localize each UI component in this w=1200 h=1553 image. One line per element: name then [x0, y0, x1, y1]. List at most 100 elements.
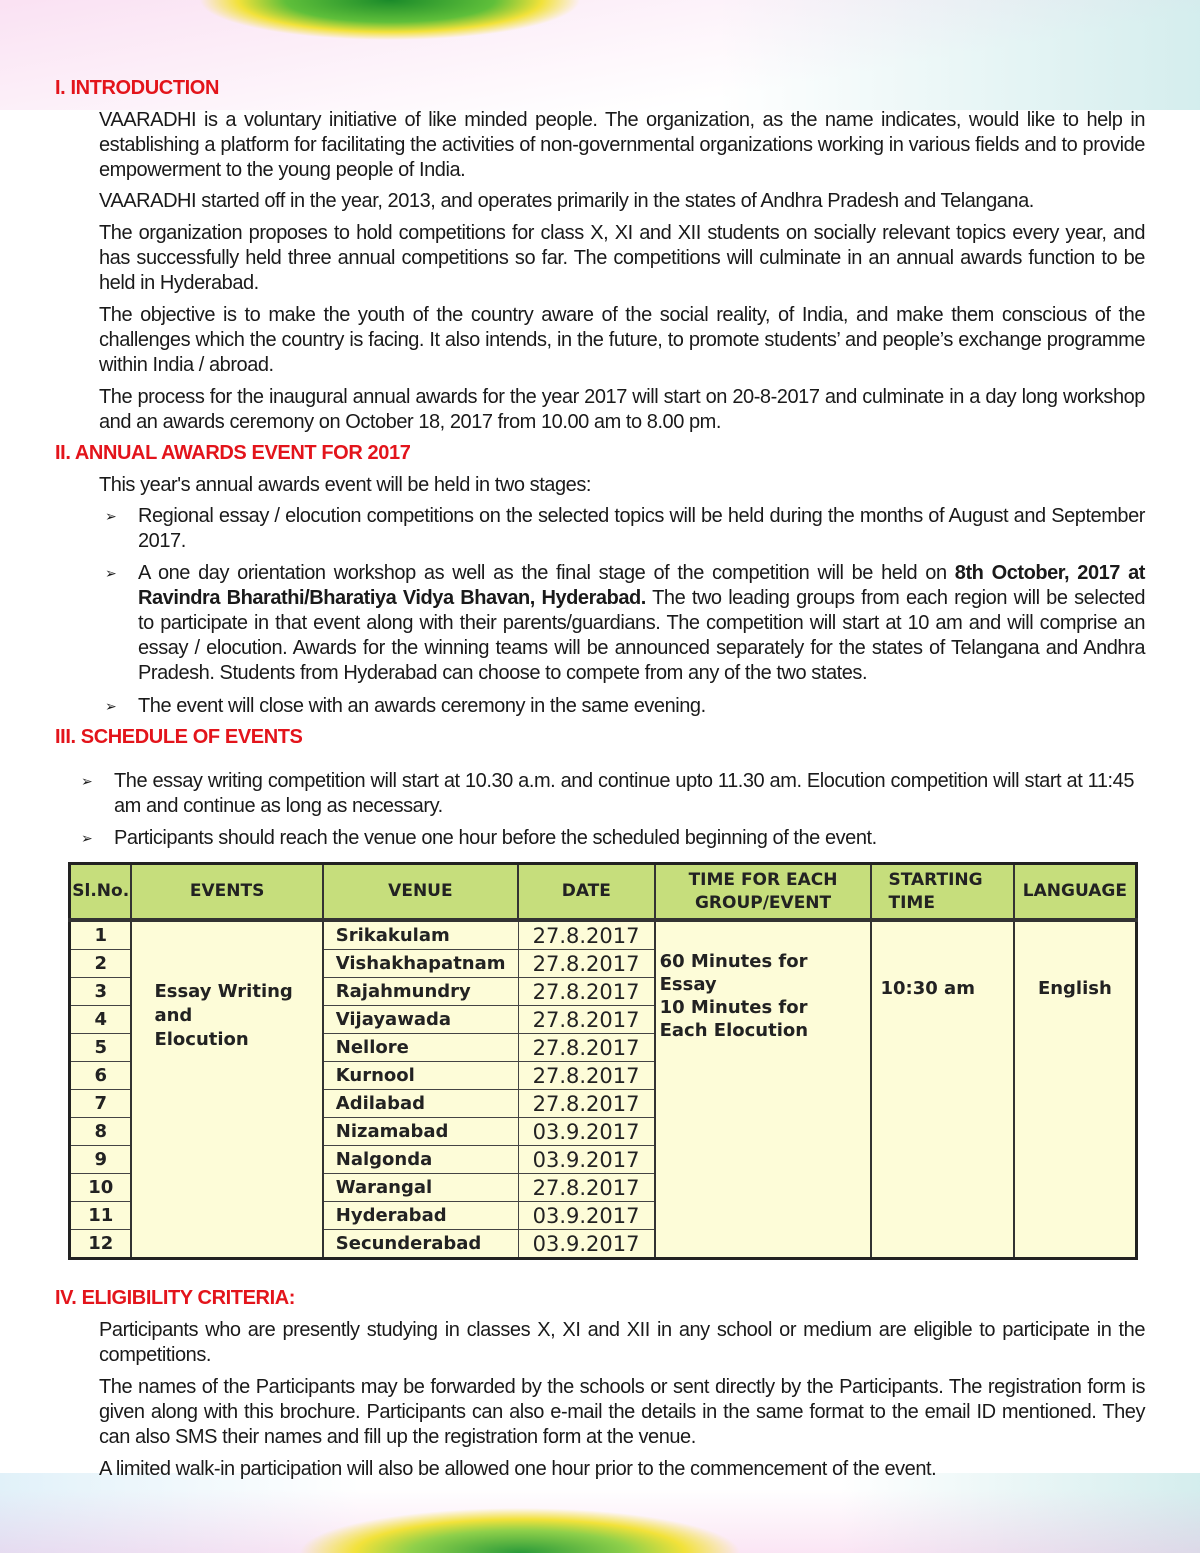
header-text: STARTING: [888, 869, 983, 890]
cell-date: 27.8.2017: [517, 949, 656, 978]
cell-venue: Secunderabad: [322, 1229, 519, 1259]
cell-slno: 4: [69, 1005, 132, 1034]
bullet-text: Participants should reach the venue one …: [114, 827, 877, 849]
cell-text: Essay Writing: [154, 981, 293, 1002]
bullet-item: ➢ Participants should reach the venue one…: [81, 826, 1134, 851]
intro-paragraph: VAARADHI started off in the year, 2013, …: [99, 190, 1034, 212]
cell-date: 27.8.2017: [517, 1173, 656, 1202]
header-venue: VENUE: [321, 862, 520, 922]
bullet-item: ➢ The event will close with an awards cer…: [105, 694, 1145, 719]
table-row: 4 Vijayawada 27.8.2017: [69, 1005, 1137, 1034]
header-starting-time: STARTING TIME: [870, 862, 1015, 922]
cell-slno: 1: [69, 919, 132, 950]
cell-events: Essay Writing and Elocution: [130, 919, 324, 1259]
bullet-item: ➢ A one day orientation workshop as well …: [105, 561, 1145, 686]
header-date: DATE: [517, 862, 656, 922]
table-row: 1 Essay Writing and Elocution Srikakulam 27.8…: [69, 919, 1138, 1259]
table-header-row: Sl.No. EVENTS VENUE DATE TIME FOR EACH GR…: [68, 862, 1138, 922]
cell-slno: 6: [69, 1061, 132, 1090]
cell-slno: 10: [69, 1173, 132, 1202]
bullet-text: The event will close with an awards cere…: [138, 695, 706, 717]
intro-paragraph: The objective is to make the youth of th…: [99, 304, 1145, 376]
bullet-text: A one day orientation workshop as well a…: [138, 562, 955, 584]
cell-slno: 7: [69, 1089, 132, 1118]
cell-text: and: [154, 1005, 193, 1026]
cell-venue: Nizamabad: [322, 1117, 519, 1146]
cell-venue: Hyderabad: [322, 1201, 519, 1230]
cell-date: 03.9.2017: [517, 1145, 656, 1174]
bullet-text: Regional essay / elocution competitions …: [138, 505, 1145, 552]
cell-slno: 9: [69, 1145, 132, 1174]
cell-slno: 3: [69, 977, 132, 1006]
section-heading-eligibility: IV. ELIGIBILITY CRITERIA:: [55, 1287, 296, 1309]
table-row: 2 Vishakhapatnam 27.8.2017: [69, 949, 1137, 978]
decorative-banner-bottom: [0, 1473, 1200, 1553]
cell-text: Each Elocution: [659, 1020, 809, 1041]
cell-starting-time: 10:30 am: [870, 919, 1015, 1259]
cell-slno: 12: [69, 1229, 132, 1259]
cell-venue: Nalgonda: [322, 1145, 519, 1174]
cell-slno: 2: [69, 949, 132, 978]
table-row: 3 Rajahmundry 27.8.2017: [69, 977, 1137, 1006]
bullet-text: The two leading groups from each region …: [138, 587, 1145, 684]
header-time: TIME FOR EACH GROUP/EVENT: [653, 862, 873, 922]
header-text: TIME: [888, 892, 935, 913]
cell-date: 03.9.2017: [517, 1117, 656, 1146]
header-text: TIME FOR EACH: [688, 869, 838, 890]
cell-text: 60 Minutes for Essay: [659, 951, 808, 995]
cell-slno: 11: [69, 1201, 132, 1230]
decorative-banner-top: [0, 0, 1200, 110]
cell-text: Elocution: [154, 1029, 249, 1050]
header-events: EVENTS: [130, 862, 324, 922]
header-text: GROUP/EVENT: [694, 892, 832, 913]
cell-date: 27.8.2017: [517, 1061, 656, 1090]
cell-venue: Kurnool: [322, 1061, 519, 1090]
cell-venue: Adilabad: [322, 1089, 519, 1118]
cell-date: 27.8.2017: [517, 1033, 656, 1062]
bullet-item: ➢ The essay writing competition will star…: [81, 769, 1134, 819]
eligibility-paragraph: The names of the Participants may be for…: [99, 1376, 1145, 1448]
section-heading-introduction: I. INTRODUCTION: [55, 77, 219, 99]
cell-date: 27.8.2017: [517, 1005, 656, 1034]
cell-venue: Nellore: [322, 1033, 519, 1062]
schedule-table: Sl.No. EVENTS VENUE DATE TIME FOR EACH GR…: [68, 862, 1138, 1260]
bullet-bold-text: 8th October, 2017 at Ravindra Bharathi/B…: [138, 562, 1145, 609]
arrow-bullet-icon: ➢: [81, 830, 93, 846]
eligibility-paragraph: A limited walk-in participation will als…: [99, 1458, 937, 1480]
cell-date: 03.9.2017: [517, 1229, 656, 1259]
cell-venue: Warangal: [322, 1173, 519, 1202]
table-row: 9 Nalgonda 03.9.2017: [69, 1145, 1137, 1174]
table-row: 6 Kurnool 27.8.2017: [69, 1061, 1137, 1090]
intro-paragraph: The process for the inaugural annual awa…: [99, 386, 1145, 433]
table-row: 10 Warangal 27.8.2017: [69, 1173, 1137, 1202]
header-slno: Sl.No.: [68, 862, 133, 922]
intro-paragraph: VAARADHI is a voluntary initiative of li…: [99, 109, 1145, 181]
header-language: LANGUAGE: [1012, 862, 1138, 922]
cell-venue: Vishakhapatnam: [322, 949, 519, 978]
cell-venue: Vijayawada: [322, 1005, 519, 1034]
cell-date: 27.8.2017: [517, 919, 656, 950]
section-heading-awards: II. ANNUAL AWARDS EVENT FOR 2017: [55, 442, 411, 464]
cell-date: 03.9.2017: [517, 1201, 656, 1230]
cell-date: 27.8.2017: [517, 1089, 656, 1118]
arrow-bullet-icon: ➢: [105, 698, 117, 714]
section-heading-schedule: III. SCHEDULE OF EVENTS: [55, 726, 303, 748]
bullet-text: The essay writing competition will start…: [114, 770, 1134, 817]
cell-language: English: [1012, 919, 1138, 1259]
arrow-bullet-icon: ➢: [81, 773, 93, 789]
cell-venue: Srikakulam: [322, 919, 519, 950]
cell-slno: 8: [69, 1117, 132, 1146]
bullet-item: ➢ Regional essay / elocution competitions…: [105, 504, 1145, 554]
table-row: 12 Secunderabad 03.9.2017: [69, 1229, 1137, 1259]
arrow-bullet-icon: ➢: [105, 508, 117, 524]
table-row: 7 Adilabad 27.8.2017: [69, 1089, 1137, 1118]
arrow-bullet-icon: ➢: [105, 565, 117, 581]
cell-venue: Rajahmundry: [322, 977, 519, 1006]
eligibility-paragraph: Participants who are presently studying …: [99, 1319, 1145, 1366]
awards-lead: This year's annual awards event will be …: [99, 474, 591, 496]
cell-time-per-event: 60 Minutes for Essay 10 Minutes for Each E…: [653, 919, 873, 1259]
intro-paragraph: The organization proposes to hold compet…: [99, 222, 1145, 294]
cell-slno: 5: [69, 1033, 132, 1062]
table-row: 5 Nellore 27.8.2017: [69, 1033, 1137, 1062]
cell-date: 27.8.2017: [517, 977, 656, 1006]
